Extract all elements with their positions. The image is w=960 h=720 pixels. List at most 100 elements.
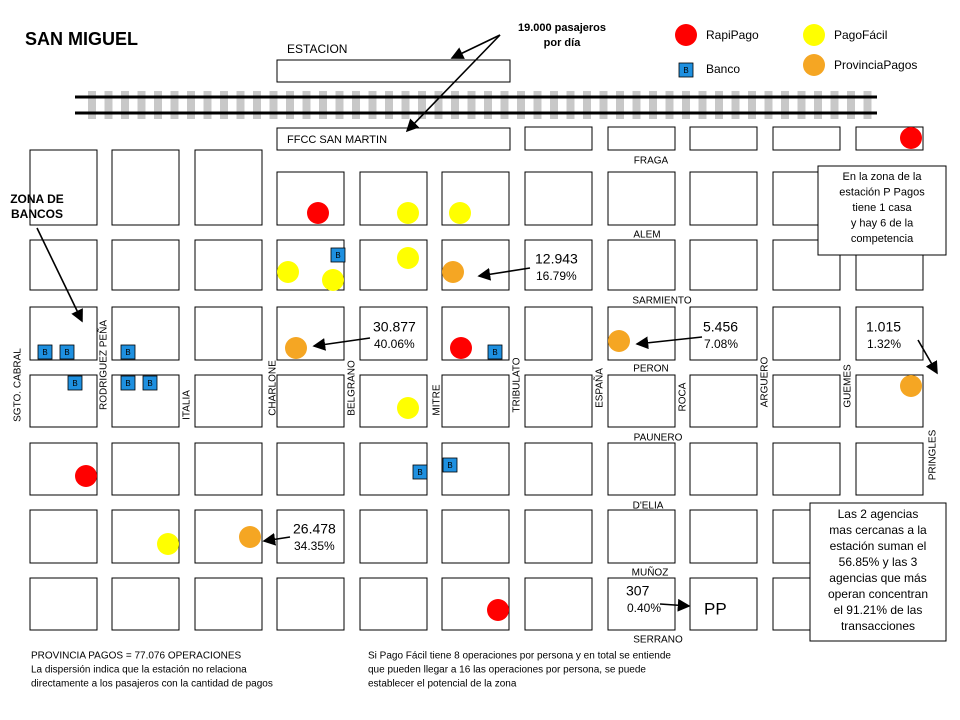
street-label: MITRE (432, 384, 443, 415)
street-label: FRAGA (634, 156, 669, 167)
rapipago-marker (307, 202, 329, 224)
bank-symbol: B (683, 66, 688, 75)
pagofacil-marker (397, 247, 419, 269)
block (607, 171, 676, 226)
block (689, 239, 758, 291)
sleeper (583, 91, 591, 119)
block (607, 509, 676, 564)
block (194, 306, 263, 361)
legend-label: PagoFácil (834, 28, 887, 42)
bank-icon (678, 62, 694, 78)
agency-operations: 5.456 (703, 319, 738, 335)
note-text: y hay 6 de la (851, 217, 914, 229)
passengers-text: por día (544, 37, 582, 49)
block (524, 171, 593, 226)
sleeper (467, 91, 476, 119)
block (29, 509, 98, 564)
bank-symbol: B (447, 461, 452, 470)
sleeper (814, 91, 822, 119)
sleeper (236, 91, 245, 119)
labels: SAN MIGUEL ESTACION FFCC SAN MARTIN 19.0… (10, 22, 938, 690)
block (359, 306, 428, 361)
agency-operations: 30.877 (373, 319, 416, 335)
note-text: estación suman el (830, 539, 927, 553)
bank-icon (67, 375, 83, 391)
block (607, 239, 676, 291)
agency-share: 16.79% (536, 269, 577, 283)
street-label: RODRIGUEZ PEÑA (97, 320, 110, 410)
block (194, 577, 263, 631)
sleeper (302, 91, 311, 119)
note-text: En la zona de la (843, 171, 923, 183)
block (607, 126, 676, 151)
agency-operations: 307 (626, 583, 650, 599)
sleeper (764, 91, 773, 119)
footer-text: La dispersión indica que la estación no … (31, 665, 247, 676)
street-label: BELGRANO (347, 360, 358, 416)
agency-share: 0.40% (627, 601, 661, 615)
block (276, 374, 345, 428)
rapipago-marker (75, 465, 97, 487)
block (194, 442, 263, 496)
street-label: SARMIENTO (632, 296, 691, 307)
title: SAN MIGUEL (25, 29, 138, 49)
block (359, 239, 428, 291)
railway-label: FFCC SAN MARTIN (287, 134, 387, 146)
street-label: PRINGLES (928, 429, 939, 480)
block (524, 126, 593, 151)
legend-provincia-icon (803, 54, 825, 76)
sleeper (319, 91, 327, 119)
bank-icon (59, 344, 75, 360)
block (441, 374, 510, 428)
markers: B B B B B B B B B B B (37, 62, 922, 621)
note-text: competencia (851, 233, 914, 245)
block (359, 509, 428, 564)
sleeper (137, 91, 146, 119)
block (855, 442, 924, 496)
sleeper (517, 91, 525, 119)
arrows (36, 34, 938, 612)
legend-pagofacil-icon (803, 24, 825, 46)
block (29, 149, 98, 226)
footer-text: establecer el potencial de la zona (368, 679, 517, 690)
bank-symbol: B (417, 468, 422, 477)
sleeper (203, 91, 212, 119)
provinciapagos-marker (442, 261, 464, 283)
street-label: ALEM (633, 230, 660, 241)
sleeper (500, 91, 509, 119)
block (441, 509, 510, 564)
block (607, 374, 676, 428)
block (689, 577, 758, 631)
block (441, 442, 510, 496)
sleeper (830, 91, 839, 119)
sleeper (121, 91, 129, 119)
legend-label: RapiPago (706, 28, 759, 42)
block (772, 442, 841, 496)
sleeper (715, 91, 723, 119)
block (689, 374, 758, 428)
sleeper (335, 91, 344, 119)
sleeper (385, 91, 393, 119)
provinciapagos-marker (900, 375, 922, 397)
street-label: PAUNERO (634, 433, 683, 444)
railway-box (276, 127, 511, 151)
bank-icon (142, 375, 158, 391)
provinciapagos-marker (608, 330, 630, 352)
bank-symbol: B (64, 348, 69, 357)
block (276, 442, 345, 496)
block (772, 239, 841, 291)
bank-icon (330, 247, 346, 263)
sleeper (797, 91, 806, 119)
sleeper (187, 91, 195, 119)
provinciapagos-marker (239, 526, 261, 548)
railway (75, 91, 877, 119)
block (772, 126, 841, 151)
pagofacil-marker (449, 202, 471, 224)
passengers-text: 19.000 pasajeros (518, 22, 606, 34)
note-text: agencias que más (829, 571, 926, 585)
legend-rapipago-icon (675, 24, 697, 46)
block (855, 306, 924, 361)
rapipago-marker (487, 599, 509, 621)
sleeper (632, 91, 641, 119)
